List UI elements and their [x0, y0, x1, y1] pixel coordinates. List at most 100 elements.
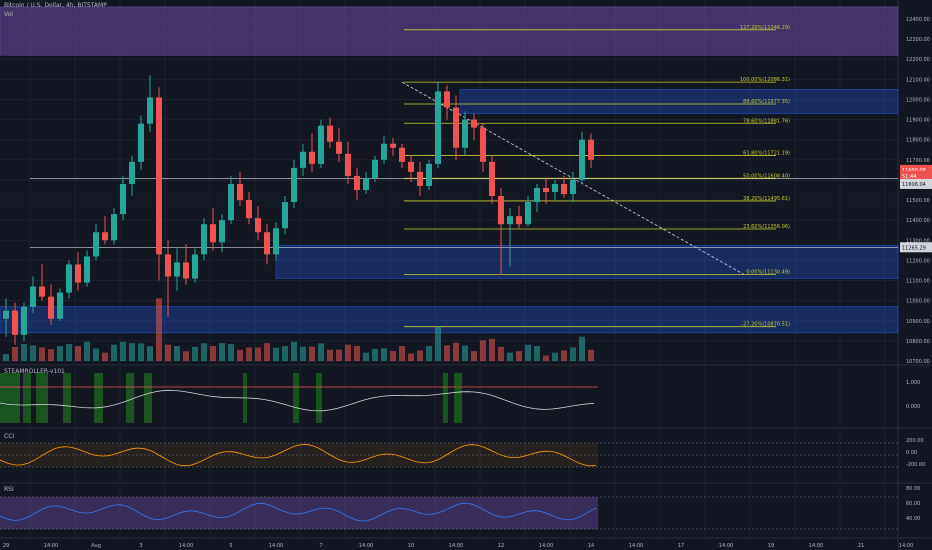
zone-box [275, 245, 899, 279]
steamroller-legend: STEAMROLLER-v101 [4, 368, 65, 375]
fib-level-label: 23.60%(11356.06) [743, 224, 790, 230]
volume-bar [255, 347, 261, 361]
volume-bar [300, 346, 306, 361]
candle-body [174, 262, 180, 277]
candle-body [381, 143, 387, 160]
price-tag-label: 11600.08 [902, 168, 926, 174]
steamroller-region [144, 373, 152, 423]
time-tick-label: 14:00 [719, 543, 733, 549]
steamroller-region [63, 373, 71, 423]
candle-body [444, 91, 450, 108]
volume-bar [588, 349, 594, 361]
cci-tick-label: 0.00 [906, 450, 917, 456]
time-tick-label: 14:00 [359, 543, 373, 549]
volume-bar [399, 346, 405, 361]
volume-bar [111, 344, 117, 361]
volume-bar [381, 348, 387, 361]
volume-bar [219, 343, 225, 361]
volume-bar [201, 343, 207, 361]
volume-bar [561, 350, 567, 361]
fib-level-label: 127.20%(12346.29) [740, 25, 790, 31]
steamroller-tick-label: 0.000 [906, 404, 920, 410]
price-tag-background [900, 242, 932, 253]
price-tick-label: 11100.00 [906, 279, 930, 285]
candle-body [264, 232, 270, 255]
price-tick-label: 10800.00 [906, 339, 930, 345]
volume-bar [417, 350, 423, 361]
candle-body [507, 216, 513, 225]
steamroller-region [454, 373, 462, 423]
candle-body [21, 306, 27, 335]
candle-body [84, 256, 90, 283]
time-tick-label: 14:00 [629, 543, 643, 549]
volume-bar [498, 347, 504, 361]
volume-legend: Vol [4, 11, 13, 18]
volume-bar [3, 354, 9, 361]
volume-bar [12, 346, 18, 361]
fib-level-label: 38.20%(11495.61) [743, 196, 790, 202]
rsi-band [0, 497, 598, 529]
steamroller-region [0, 373, 20, 423]
steamroller-region [36, 373, 48, 423]
candle-body [291, 167, 297, 203]
volume-bar [309, 346, 315, 361]
rsi-tick-label: 80.00 [906, 486, 920, 492]
price-tick-label: 12400.00 [906, 17, 930, 23]
candle-body [372, 159, 378, 178]
time-tick-label: 29 [3, 543, 9, 549]
volume-bar [147, 346, 153, 361]
volume-bar [228, 344, 234, 361]
candle-body [489, 161, 495, 197]
volume-bar [462, 345, 468, 361]
candle-body [345, 153, 351, 176]
candle-body [309, 151, 315, 164]
candle-body [210, 224, 216, 243]
candle-body [336, 141, 342, 154]
price-tick-label: 10700.00 [906, 359, 930, 365]
volume-bar [120, 341, 126, 361]
volume-bar [156, 298, 162, 361]
time-tick-label: 10 [408, 543, 414, 549]
candle-body [129, 161, 135, 184]
volume-bar [84, 341, 90, 361]
time-tick-label: 14:00 [449, 543, 463, 549]
price-tag-label: 11606.04 [902, 182, 926, 188]
price-tick-label: 12200.00 [906, 57, 930, 63]
candle-body [327, 125, 333, 142]
volume-bar [552, 352, 558, 361]
steamroller-region [316, 373, 322, 423]
volume-bar [102, 352, 108, 361]
candle-body [147, 97, 153, 124]
volume-bar [48, 349, 54, 361]
volume-bar [66, 344, 72, 361]
candle-body [57, 292, 63, 319]
steamroller-region [126, 373, 134, 423]
fib-level-label: 0.00%(11130.49) [746, 269, 790, 275]
volume-bar [570, 347, 576, 361]
rsi-tick-label: 60.00 [906, 501, 920, 507]
volume-bar [327, 349, 333, 361]
price-tag-background [900, 178, 932, 189]
candle-body [588, 139, 594, 160]
candle-body [282, 202, 288, 229]
volume-bar [534, 346, 540, 361]
candle-body [453, 107, 459, 148]
candle-body [462, 119, 468, 148]
rsi-tick-label: 40.00 [906, 516, 920, 522]
volume-bar [408, 353, 414, 361]
candle-body [156, 97, 162, 255]
volume-bar [345, 344, 351, 361]
fib-level-label: 100.00%(12086.31) [740, 77, 790, 83]
candle-body [579, 139, 585, 180]
candle-body [66, 264, 72, 293]
time-tick-label: 19 [768, 543, 774, 549]
time-tick-label: Aug [91, 543, 101, 549]
time-tick-label: 21 [858, 543, 864, 549]
volume-bar [165, 344, 171, 361]
volume-bar [543, 355, 549, 361]
candle-body [318, 125, 324, 164]
time-tick-label: 14:00 [179, 543, 193, 549]
price-tick-label: 11500.00 [906, 198, 930, 204]
